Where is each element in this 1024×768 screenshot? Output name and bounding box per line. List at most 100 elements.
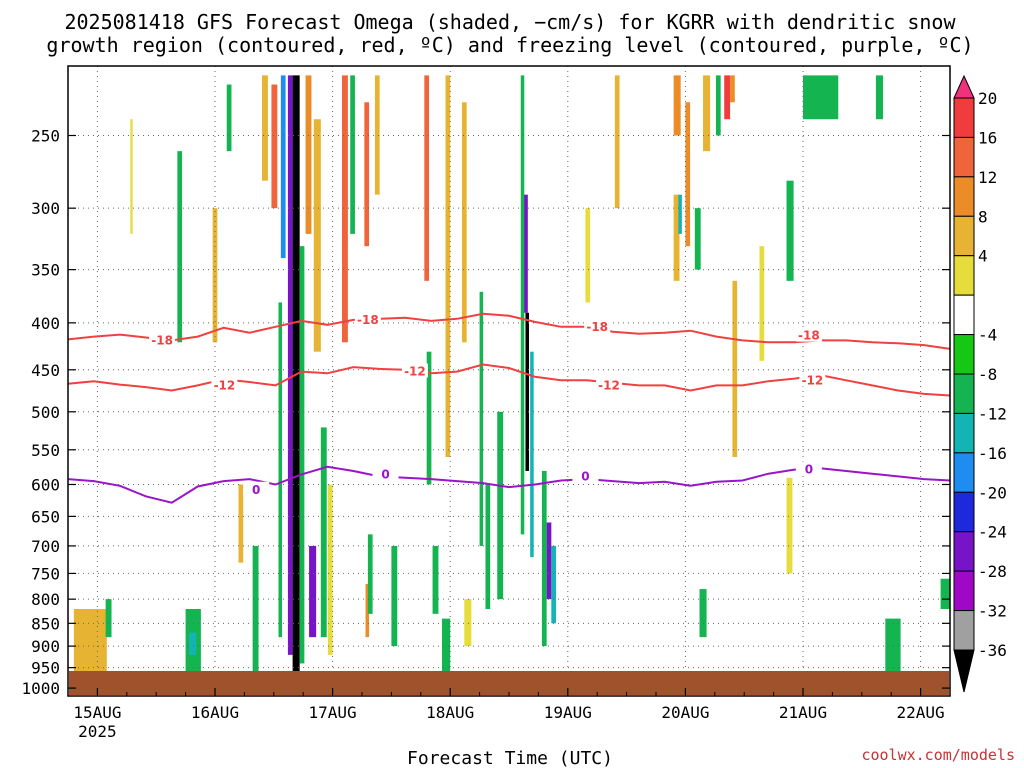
omega-cell-64 bbox=[441, 618, 451, 672]
colorbar-label--20: -20 bbox=[978, 483, 1007, 502]
y-axis-ticks: 250 300 350 400 450 500 550 600 650 700 750 800 850 9… bbox=[21, 127, 950, 698]
omega-cell-23 bbox=[479, 291, 484, 546]
colorbar-swatch-2 bbox=[953, 176, 975, 217]
colorbar: 20 16 12 8 4 -4 -8 -12 -16 -20 -24 -28 -32 -36 bbox=[953, 74, 1007, 693]
y-tick-label-800: 800 bbox=[31, 590, 60, 609]
y-tick-label-600: 600 bbox=[31, 475, 60, 494]
contour-label-3: -18 bbox=[798, 329, 820, 343]
omega-cell-38 bbox=[685, 102, 691, 247]
omega-cell-48 bbox=[786, 477, 793, 574]
contour-label-bg-4 bbox=[211, 377, 238, 392]
omega-cell-61 bbox=[238, 484, 244, 563]
colorbar-label--4: -4 bbox=[978, 326, 997, 345]
contour-line-minus18 bbox=[68, 312, 950, 350]
omega-cell-22 bbox=[461, 102, 467, 343]
omega-cell-5 bbox=[271, 84, 278, 209]
contour-label-6: -12 bbox=[598, 378, 620, 392]
y-tick-label-400: 400 bbox=[31, 314, 60, 333]
colorbar-label-16: 16 bbox=[978, 128, 997, 147]
contour-label-bg-6 bbox=[595, 377, 622, 392]
omega-cell-47 bbox=[786, 180, 794, 281]
colorbar-swatch-7 bbox=[953, 373, 975, 414]
omega-cell-55 bbox=[130, 119, 133, 234]
contour-label-2: -18 bbox=[586, 320, 608, 334]
contour-label-9: 0 bbox=[381, 467, 389, 481]
omega-cell-59 bbox=[212, 208, 218, 343]
colorbar-label-12: 12 bbox=[978, 168, 997, 187]
omega-cell-24 bbox=[485, 484, 491, 609]
contour-label-7: -12 bbox=[802, 373, 824, 387]
y-tick-label-700: 700 bbox=[31, 537, 60, 556]
chart-title-line-1: 2025081418 GFS Forecast Omega (shaded, −… bbox=[64, 10, 956, 34]
omega-cell-37 bbox=[678, 194, 682, 234]
y-tick-label-300: 300 bbox=[31, 199, 60, 218]
colorbar-label--8: -8 bbox=[978, 365, 997, 384]
omega-cell-50 bbox=[875, 75, 883, 120]
y-tick-label-450: 450 bbox=[31, 361, 60, 380]
omega-cell-11 bbox=[342, 75, 348, 343]
colorbar-swatch-8 bbox=[953, 412, 975, 454]
omega-cell-54 bbox=[105, 599, 112, 638]
omega-cell-52 bbox=[940, 578, 950, 609]
x-tick-label-15AUG: 15AUG bbox=[73, 703, 121, 722]
omega-cell-62 bbox=[252, 545, 259, 672]
omega-cell-65 bbox=[464, 599, 472, 647]
omega-cell-53 bbox=[73, 608, 107, 672]
colorbar-swatch-3 bbox=[953, 215, 975, 257]
omega-cell-19 bbox=[426, 351, 432, 485]
contour-label-bg-7 bbox=[799, 372, 826, 387]
omega-cell-0 bbox=[287, 75, 293, 655]
colorbar-swatch-6 bbox=[953, 334, 975, 375]
omega-cell-33 bbox=[585, 208, 591, 303]
ground-below-surface bbox=[69, 671, 949, 695]
omega-cell-31 bbox=[541, 470, 547, 647]
omega-cell-4 bbox=[278, 302, 283, 638]
contour-label-bg-2 bbox=[584, 318, 611, 333]
contour-label-8: 0 bbox=[252, 483, 260, 497]
colorbar-swatch-0 bbox=[953, 97, 975, 138]
omega-cell-40 bbox=[703, 75, 711, 152]
colorbar-label--24: -24 bbox=[978, 523, 1007, 542]
colorbar-swatch-12 bbox=[953, 570, 975, 612]
omega-cell-42 bbox=[724, 75, 731, 120]
x-tick-label-17AUG: 17AUG bbox=[309, 703, 357, 722]
omega-cell-41 bbox=[715, 75, 721, 136]
x-year-label: 2025 bbox=[78, 722, 117, 741]
omega-cell-49 bbox=[803, 75, 839, 120]
omega-cell-27 bbox=[525, 312, 529, 471]
x-tick-label-20AUG: 20AUG bbox=[661, 703, 709, 722]
colorbar-swatch-5 bbox=[953, 294, 975, 336]
x-tick-label-16AUG: 16AUG bbox=[191, 703, 239, 722]
x-tick-label-19AUG: 19AUG bbox=[544, 703, 592, 722]
grid-lines bbox=[68, 66, 950, 696]
omega-cell-46 bbox=[759, 246, 765, 361]
colorbar-label-20: 20 bbox=[978, 89, 997, 108]
colorbar-bottom-arrow bbox=[953, 649, 975, 693]
omega-cell-58 bbox=[189, 632, 197, 655]
contour-label-1: -18 bbox=[357, 313, 379, 327]
omega-cell-28 bbox=[520, 75, 525, 535]
contour-label-10: 0 bbox=[581, 469, 589, 483]
y-tick-label-650: 650 bbox=[31, 507, 60, 526]
omega-cell-13 bbox=[364, 102, 370, 247]
omega-cell-34 bbox=[614, 75, 620, 209]
omega-cell-26 bbox=[523, 194, 528, 313]
x-tick-label-21AUG: 21AUG bbox=[779, 703, 827, 722]
omega-cell-14 bbox=[365, 583, 370, 638]
temperature-contours: -18 -18 -18 -18 -12 -12 -12 -12 0 0 0 0 bbox=[68, 311, 950, 504]
omega-cell-32 bbox=[551, 545, 557, 624]
x-tick-label-22AUG: 22AUG bbox=[897, 703, 945, 722]
omega-cell-17 bbox=[374, 75, 380, 195]
source-credit: coolwx.com/models bbox=[861, 746, 1015, 764]
colorbar-swatch-9 bbox=[953, 452, 975, 493]
omega-cell-60 bbox=[226, 84, 232, 152]
omega-cell-35 bbox=[673, 75, 681, 136]
y-tick-label-900: 900 bbox=[31, 637, 60, 656]
contour-label-bg-11 bbox=[795, 461, 822, 476]
omega-cell-6 bbox=[305, 75, 312, 234]
omega-cell-10 bbox=[327, 484, 333, 655]
y-tick-label-500: 500 bbox=[31, 403, 60, 422]
contour-label-5: -12 bbox=[404, 365, 426, 379]
omega-cell-9 bbox=[320, 427, 327, 638]
